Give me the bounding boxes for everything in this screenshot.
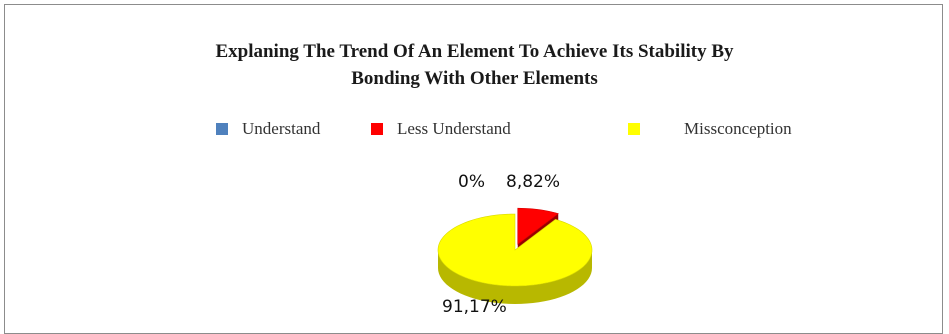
- pie-slice-less-understand: [517, 207, 559, 245]
- data-label-understand: 0%: [458, 172, 485, 192]
- legend-label-understand: Understand: [242, 119, 321, 138]
- legend-swatch-understand: [216, 123, 228, 135]
- pie-slice-missconception: [437, 213, 593, 287]
- legend-swatch-less-understand: [371, 123, 383, 135]
- pie-chart: [437, 207, 593, 304]
- legend-item-missconception: Missconception: [628, 119, 792, 139]
- pie-slices: [437, 207, 593, 304]
- legend-item-less-understand: Less Understand: [371, 119, 511, 139]
- data-label-less-understand: 8,82%: [506, 172, 561, 192]
- data-label-missconception: 91,17%: [442, 297, 507, 317]
- legend-label-less-understand: Less Understand: [397, 119, 511, 138]
- chart-title-line-2: Bonding With Other Elements: [351, 68, 598, 89]
- legend-item-understand: Understand: [216, 119, 320, 139]
- chart-title: Explaning The Trend Of An Element To Ach…: [0, 38, 949, 92]
- chart-title-line-1: Explaning The Trend Of An Element To Ach…: [215, 41, 734, 62]
- pie-slice-side-2: [438, 250, 592, 304]
- legend-swatch-missconception: [628, 123, 640, 135]
- legend-label-missconception: Missconception: [684, 119, 792, 138]
